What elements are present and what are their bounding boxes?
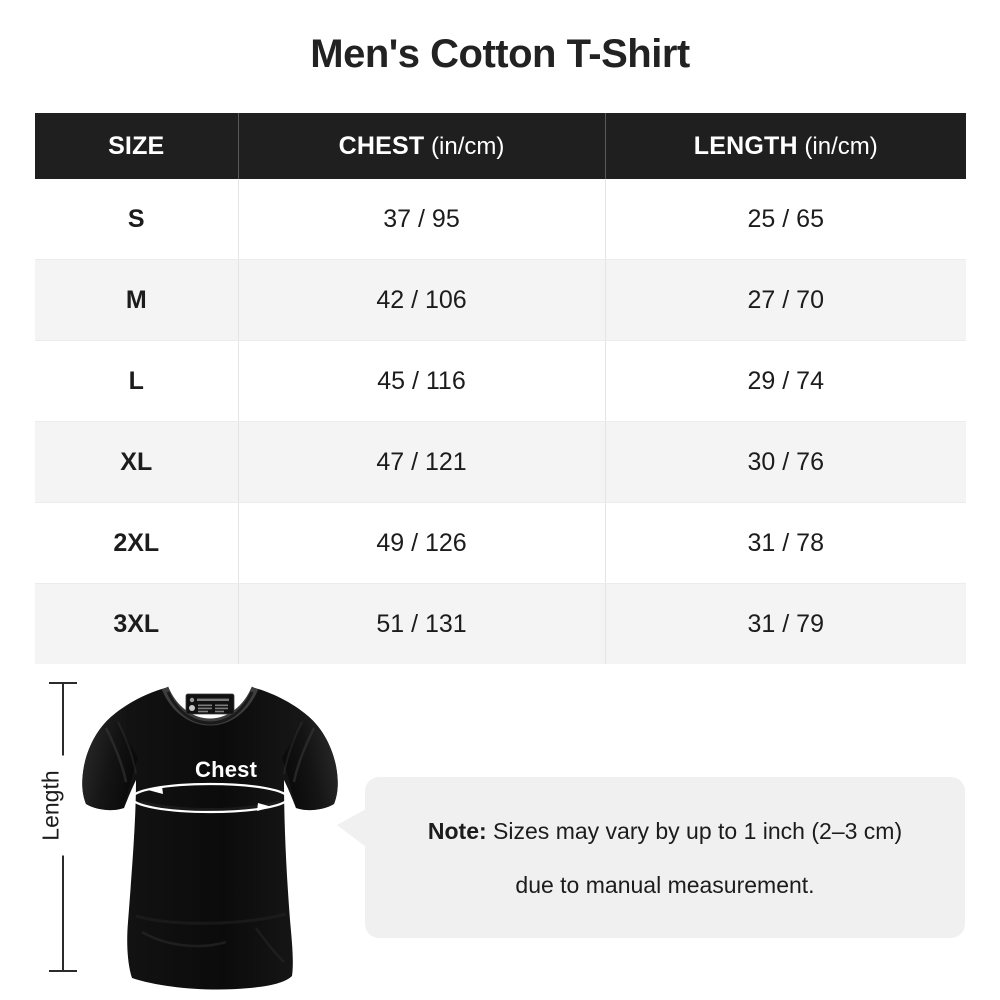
measurement-illustration-area: Length <box>0 660 1000 1000</box>
length-dimension-label: Length <box>35 755 67 856</box>
tshirt-graphic <box>82 686 338 990</box>
tshirt-body-shape <box>82 686 338 990</box>
column-header-size: SIZE <box>35 113 239 179</box>
tshirt-right-sleeve <box>282 716 338 811</box>
column-header-chest: CHEST (in/cm) <box>238 113 606 179</box>
length-dimension-bracket: Length <box>35 682 86 972</box>
fold-line <box>117 721 137 775</box>
table-row: S 37 / 95 25 / 65 <box>35 179 966 260</box>
tshirt-silhouette <box>82 688 338 990</box>
cell-size: M <box>35 259 239 341</box>
table-row: 2XL 49 / 126 31 / 78 <box>35 502 966 584</box>
note-text: Note: Sizes may vary by up to 1 inch (2–… <box>365 777 965 938</box>
column-header-chest-unit: (in/cm) <box>424 132 505 160</box>
cell-size: XL <box>35 421 239 503</box>
cell-chest: 47 / 121 <box>238 421 606 503</box>
cell-size: 3XL <box>35 583 239 664</box>
chest-measure-arrow <box>130 782 290 814</box>
fold-line <box>135 912 287 925</box>
fold-line <box>292 727 316 783</box>
table-row: 3XL 51 / 131 31 / 79 <box>35 583 966 664</box>
fold-line <box>141 930 227 948</box>
note-callout: Note: Sizes may vary by up to 1 inch (2–… <box>337 777 965 938</box>
page-title: Men's Cotton T-Shirt <box>310 32 690 76</box>
cell-chest: 51 / 131 <box>238 583 606 664</box>
fold-line <box>139 800 281 811</box>
cell-length: 29 / 74 <box>605 340 966 422</box>
neck-label-tag <box>185 693 235 715</box>
table-row: M 42 / 106 27 / 70 <box>35 259 966 341</box>
cell-chest: 49 / 126 <box>238 502 606 584</box>
note-callout-tail <box>337 809 366 847</box>
chest-arrowhead-right <box>257 803 272 811</box>
table-header: SIZE CHEST (in/cm) LENGTH (in/cm) <box>35 113 966 179</box>
table-body: S 37 / 95 25 / 65 M 42 / 106 27 / 70 L 4… <box>35 179 966 664</box>
cell-length: 30 / 76 <box>605 421 966 503</box>
cell-length: 31 / 78 <box>605 502 966 584</box>
cell-size: L <box>35 340 239 422</box>
chest-arrowhead-left <box>148 786 163 794</box>
cell-length: 31 / 79 <box>605 583 966 664</box>
column-header-length-unit: (in/cm) <box>797 132 878 160</box>
column-header-length-label: LENGTH <box>693 131 798 160</box>
size-chart-table: SIZE CHEST (in/cm) LENGTH (in/cm) S 37 /… <box>35 113 966 664</box>
note-line-1-text: Sizes may vary by up to 1 inch (2–3 cm) <box>486 817 903 844</box>
column-header-length: LENGTH (in/cm) <box>605 113 966 179</box>
cell-chest: 45 / 116 <box>238 340 606 422</box>
fold-line <box>104 727 128 783</box>
cell-chest: 37 / 95 <box>238 179 606 260</box>
cell-chest: 42 / 106 <box>238 259 606 341</box>
table-header-row: SIZE CHEST (in/cm) LENGTH (in/cm) <box>35 113 966 179</box>
cell-size: S <box>35 179 239 260</box>
note-prefix: Note: <box>427 817 487 844</box>
fold-line <box>254 927 285 963</box>
tshirt-collar-inner <box>166 691 254 725</box>
chest-measure-label: Chest <box>195 757 258 782</box>
column-header-size-label: SIZE <box>108 131 165 160</box>
cell-size: 2XL <box>35 502 239 584</box>
table-row: L 45 / 116 29 / 74 <box>35 340 966 422</box>
column-header-chest-label: CHEST <box>338 131 425 160</box>
table-row: XL 47 / 121 30 / 76 <box>35 421 966 503</box>
cell-length: 27 / 70 <box>605 259 966 341</box>
length-dimension-cap-bottom <box>49 970 77 972</box>
tshirt-illustration: Chest <box>70 670 350 1000</box>
length-dimension-cap-top <box>49 682 77 684</box>
tshirt-left-sleeve <box>82 716 138 811</box>
fold-line <box>283 721 303 775</box>
cell-length: 25 / 65 <box>605 179 966 260</box>
note-line-2: due to manual measurement. <box>515 871 815 898</box>
note-line-1: Note: Sizes may vary by up to 1 inch (2–… <box>428 817 902 845</box>
